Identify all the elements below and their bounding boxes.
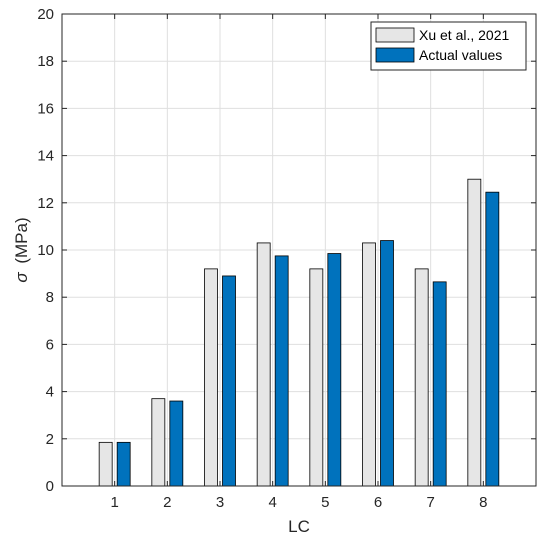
bar-actual-3 bbox=[222, 275, 236, 487]
y-tick-label: 18 bbox=[37, 53, 54, 70]
y-tick-label: 10 bbox=[37, 242, 54, 259]
bar-actual-2 bbox=[169, 400, 184, 487]
bar-xu-8 bbox=[467, 178, 482, 487]
bars bbox=[98, 178, 500, 487]
bar-actual-1 bbox=[116, 441, 131, 487]
x-tick-label: 3 bbox=[216, 494, 224, 511]
x-tick-label: 1 bbox=[110, 494, 118, 511]
bar-actual-8 bbox=[485, 191, 500, 487]
y-axis-title: σ (MPa) bbox=[12, 217, 31, 282]
x-axis-title: LC bbox=[288, 517, 310, 536]
y-tick-labels: 0 2 4 6 8 10 12 14 16 18 20 bbox=[37, 6, 54, 495]
axis-ticks bbox=[62, 13, 536, 487]
y-tick-label: 14 bbox=[37, 148, 54, 165]
y-axis-unit: (MPa) bbox=[12, 217, 31, 263]
bar-actual-5 bbox=[327, 253, 342, 487]
y-tick-label: 2 bbox=[46, 431, 54, 448]
x-tick-label: 7 bbox=[426, 494, 434, 511]
legend-label-xu: Xu et al., 2021 bbox=[419, 27, 510, 43]
y-axis-symbol: σ bbox=[12, 272, 31, 283]
y-tick-label: 4 bbox=[46, 384, 54, 401]
legend: Xu et al., 2021 Actual values bbox=[370, 21, 527, 71]
grid bbox=[62, 13, 536, 487]
bar-xu-6 bbox=[362, 242, 376, 487]
x-tick-label: 5 bbox=[321, 494, 329, 511]
bar-xu-4 bbox=[256, 242, 271, 487]
bar-xu-7 bbox=[414, 268, 429, 487]
bar-actual-7 bbox=[432, 281, 447, 487]
bar-xu-2 bbox=[151, 398, 166, 487]
y-tick-label: 6 bbox=[46, 336, 54, 353]
bar-xu-3 bbox=[204, 268, 218, 487]
x-tick-labels: 1 2 3 4 5 6 7 8 bbox=[110, 494, 487, 511]
bar-actual-6 bbox=[380, 240, 394, 487]
y-tick-label: 20 bbox=[37, 6, 54, 23]
x-tick-label: 8 bbox=[479, 494, 487, 511]
legend-label-actual: Actual values bbox=[419, 47, 502, 63]
y-tick-label: 8 bbox=[46, 289, 54, 306]
x-tick-label: 2 bbox=[163, 494, 171, 511]
legend-swatch-actual bbox=[375, 47, 415, 63]
x-tick-label: 6 bbox=[374, 494, 382, 511]
legend-swatch-xu bbox=[375, 27, 415, 43]
y-tick-label: 16 bbox=[37, 100, 54, 117]
bar-actual-4 bbox=[274, 255, 289, 487]
y-tick-label: 0 bbox=[46, 478, 54, 495]
bar-xu-5 bbox=[309, 268, 324, 487]
bar-xu-1 bbox=[98, 441, 113, 487]
y-tick-label: 12 bbox=[37, 195, 54, 212]
x-tick-label: 4 bbox=[268, 494, 276, 511]
